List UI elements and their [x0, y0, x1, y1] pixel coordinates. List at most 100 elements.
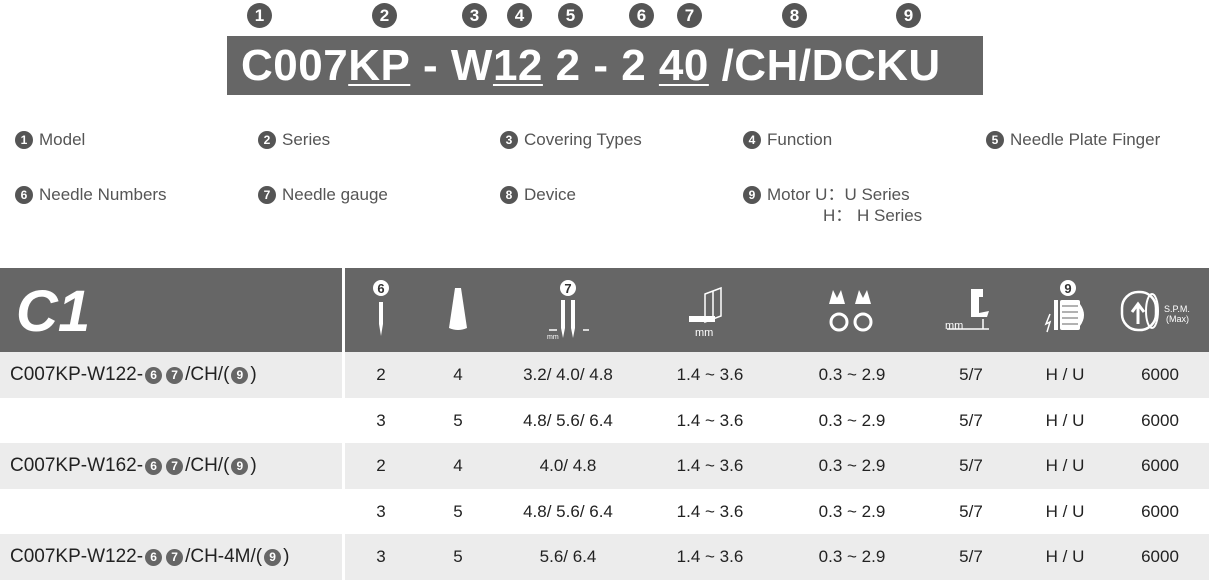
code-position-number: 4 [507, 3, 532, 28]
table-cell: 5/7 [959, 456, 983, 476]
needle-gauge-icon: 7 mm [543, 278, 593, 345]
table-cell: 0.3 ~ 2.9 [818, 456, 886, 476]
legend-item: 5 Needle Plate Finger [986, 129, 1160, 150]
model-badge: 9 [264, 548, 282, 566]
code-position-number: 6 [629, 3, 654, 28]
table-cell: 3 [376, 547, 386, 567]
column-divider [342, 268, 345, 580]
legend-number: 6 [15, 186, 33, 204]
model-code-bar: C007 KP - W 12 2 - 2 40 /CH/DCKU [227, 36, 983, 95]
model-name: C007KP-W122- 6 7/CH/(9) [10, 364, 257, 385]
legend-item: 7 Needle gauge [258, 184, 388, 205]
table-cell: H / U [1045, 410, 1085, 430]
table-cell: 1.4 ~ 3.6 [676, 456, 744, 476]
table-row: C007KP-W122- 6 7/CH/(9) 2 4 3.2/ 4.0/ 4.8 1.4 … [0, 352, 1209, 398]
table-cell: 5 [453, 501, 463, 521]
table-cell: 4 [453, 365, 463, 384]
code-position-number: 5 [558, 3, 583, 28]
legend-label: Needle gauge [282, 185, 388, 204]
differential-feed-icon [827, 288, 877, 339]
model-badge: 6 [145, 366, 163, 384]
model-code-segment: /CH/DCKU [708, 40, 941, 90]
table-cell: 3.2/ 4.0/ 4.8 [523, 365, 613, 384]
model-code-segment: C007 [241, 40, 349, 90]
table-cell: H / U [1045, 501, 1085, 521]
legend-label: Needle Plate Finger [1010, 130, 1161, 149]
table-cell: 4 [453, 456, 463, 476]
table-cell: 1.4 ~ 3.6 [676, 365, 744, 384]
model-code-segment: 40 [658, 40, 709, 90]
legend-number: 7 [258, 186, 276, 204]
model-badge: 7 [166, 366, 184, 384]
legend-number: 1 [15, 131, 33, 149]
table-cell: 0.3 ~ 2.9 [818, 501, 886, 521]
table-cell: 0.3 ~ 2.9 [818, 365, 886, 384]
table-cell: 3 [376, 410, 386, 430]
legend-label: Model [39, 130, 86, 149]
svg-text:mm: mm [945, 320, 963, 332]
table-cell: 6000 [1141, 456, 1179, 476]
legend-label: Function [767, 130, 833, 149]
svg-text:mm: mm [547, 334, 559, 340]
legend-item: 3 Covering Types [500, 129, 642, 150]
legend-label: Covering Types [524, 130, 642, 149]
model-code-segment: KP [348, 40, 411, 90]
table-cell: 5/7 [959, 365, 983, 384]
model-name: C007KP-W162- 6 7/CH/(9) [10, 455, 257, 477]
table-cell: 0.3 ~ 2.9 [818, 410, 886, 430]
table-cell: 4.8/ 5.6/ 6.4 [523, 410, 613, 430]
legend-number: 9 [743, 186, 761, 204]
table-cell: 3 [376, 501, 386, 521]
code-position-number: 8 [782, 3, 807, 28]
model-code-segment: 12 [492, 40, 543, 90]
table-row: C007KP-W162- 6 7/CH/(9) 2 4 4.0/ 4.8 1.4 ~ 3.6… [0, 443, 1209, 490]
legend-item: 4 Function [743, 129, 832, 150]
code-position-number: 3 [462, 3, 487, 28]
table-cell: 6000 [1141, 410, 1179, 430]
table-cell: 5/7 [959, 410, 983, 430]
svg-text:7: 7 [564, 281, 571, 296]
legend-label: Device [524, 185, 576, 204]
table-cell: 4.8/ 5.6/ 6.4 [523, 501, 613, 521]
legend-number: 5 [986, 131, 1004, 149]
legend-label: Series [282, 130, 331, 149]
model-code-segment: - W [410, 40, 493, 90]
stitch-length-icon: mm [685, 286, 735, 345]
model-code-segment: 2 - 2 [542, 40, 659, 90]
table-cell: 5/7 [959, 547, 983, 567]
model-badge: 6 [145, 548, 163, 566]
svg-text:S.P.M.: S.P.M. [1164, 304, 1190, 314]
thread-cone-icon [447, 288, 469, 337]
legend-item: 9 Motor U：U Series H： H Series [743, 184, 922, 226]
code-position-number: 7 [677, 3, 702, 28]
table-row: 3 5 4.8/ 5.6/ 6.4 1.4 ~ 3.6 0.3 ~ 2.9 5/7 H / … [0, 489, 1209, 535]
model-badge: 9 [231, 366, 249, 384]
table-row: 3 5 4.8/ 5.6/ 6.4 1.4 ~ 3.6 0.3 ~ 2.9 5/7 H / … [0, 398, 1209, 444]
table-cell: H / U [1045, 365, 1085, 384]
table-cell: 1.4 ~ 3.6 [676, 547, 744, 567]
table-cell: 6000 [1141, 547, 1179, 567]
table-cell: 5 [453, 410, 463, 430]
legend-number: 3 [500, 131, 518, 149]
table-cell: 4.0/ 4.8 [539, 456, 597, 476]
table-cell: 0.3 ~ 2.9 [818, 547, 886, 567]
table-cell: 5.6/ 6.4 [539, 547, 597, 567]
legend-item: 8 Device [500, 184, 576, 205]
table-cell: 5 [453, 547, 463, 567]
svg-text:6: 6 [377, 281, 384, 296]
table-title: C1 [16, 279, 91, 344]
table-cell: 6000 [1141, 501, 1179, 521]
presser-foot-lift-icon: mm [943, 285, 999, 340]
table-cell: 1.4 ~ 3.6 [676, 410, 744, 430]
model-name: C007KP-W122- 6 7/CH-4M/(9) [10, 546, 290, 568]
table-cell: 1.4 ~ 3.6 [676, 501, 744, 521]
legend-item: 2 Series [258, 129, 330, 150]
table-cell: 5/7 [959, 501, 983, 521]
table-cell: 6000 [1141, 365, 1179, 384]
table-row: C007KP-W122- 6 7/CH-4M/(9) 3 5 5.6/ 6.4 1.4 ~ … [0, 534, 1209, 580]
legend-label: Needle Numbers [39, 185, 167, 204]
model-badge: 6 [145, 457, 163, 475]
model-badge: 9 [231, 457, 249, 475]
legend-number: 2 [258, 131, 276, 149]
legend-item: 6 Needle Numbers [15, 184, 167, 205]
